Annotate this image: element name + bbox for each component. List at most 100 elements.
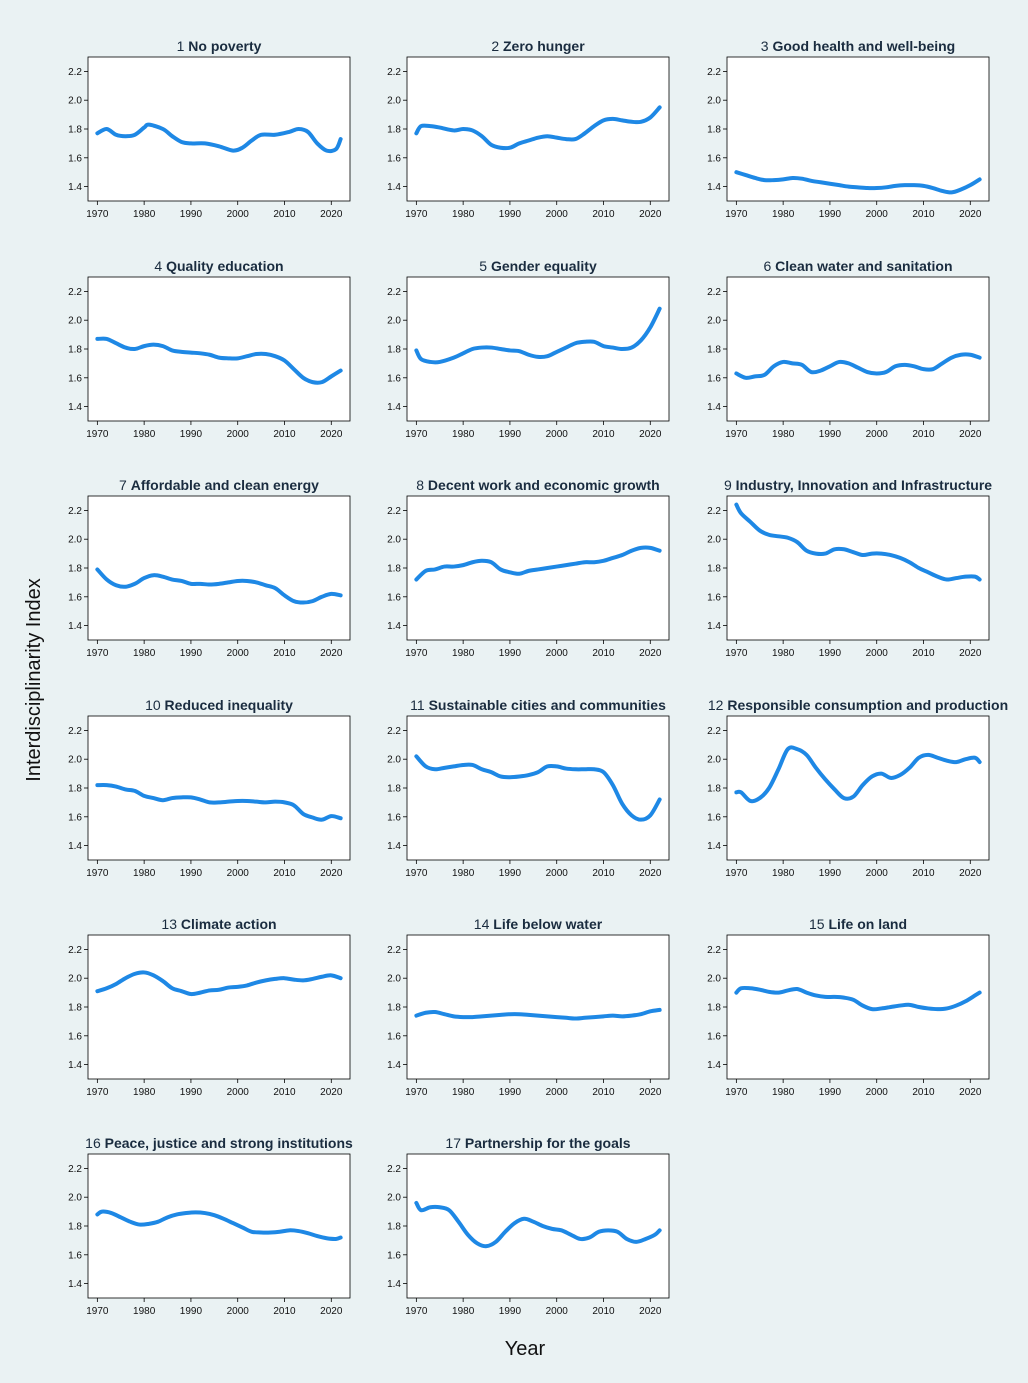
panel-13: 13 Climate action 1.4 1.6 1.8 2.0 2.2 1970 1980… bbox=[68, 916, 351, 1098]
y-tick-label: 1.6 bbox=[707, 592, 721, 603]
x-tick-label: 1990 bbox=[499, 1306, 522, 1317]
figure-y-axis-label: Interdisciplinarity Index bbox=[23, 578, 45, 781]
x-tick-label: 1970 bbox=[405, 648, 428, 659]
x-tick-label: 1970 bbox=[86, 1087, 109, 1098]
y-tick-label: 1.4 bbox=[707, 402, 721, 413]
x-tick-label: 1970 bbox=[405, 429, 428, 440]
panel-title: 16 Peace, justice and strong institution… bbox=[85, 1135, 353, 1151]
x-tick-label: 1970 bbox=[725, 648, 748, 659]
series-line bbox=[95, 336, 343, 385]
panel-title: 4 Quality education bbox=[154, 258, 283, 274]
y-tick-label: 2.2 bbox=[68, 726, 82, 737]
x-tick-label: 2010 bbox=[273, 868, 296, 879]
x-tick-label: 2000 bbox=[546, 868, 569, 879]
x-tick-label: 1980 bbox=[133, 209, 156, 220]
y-tick-label: 2.0 bbox=[707, 96, 721, 107]
panel-8: 8 Decent work and economic growth 1.4 1.6 1… bbox=[387, 477, 670, 659]
x-tick-label: 1970 bbox=[725, 209, 748, 220]
x-tick-label: 2020 bbox=[639, 209, 662, 220]
panel-title: 13 Climate action bbox=[161, 916, 276, 932]
x-tick-label: 1980 bbox=[452, 429, 475, 440]
panel-7: 7 Affordable and clean energy 1.4 1.6 1.8 2.… bbox=[68, 477, 351, 659]
panel-title: 1 No poverty bbox=[177, 38, 262, 54]
y-tick-label: 2.2 bbox=[68, 1164, 82, 1175]
y-tick-label: 1.8 bbox=[68, 1003, 82, 1014]
panel-title-text: Partnership for the goals bbox=[465, 1135, 631, 1151]
x-tick-label: 1980 bbox=[772, 868, 795, 879]
y-tick-label: 2.2 bbox=[707, 506, 721, 517]
panel-number: 3 bbox=[761, 38, 773, 54]
panel-number: 9 bbox=[724, 477, 736, 493]
panel-title: 9 Industry, Innovation and Infrastructur… bbox=[724, 477, 992, 493]
x-tick-label: 2010 bbox=[912, 429, 935, 440]
plot-area bbox=[406, 715, 670, 861]
y-tick-label: 1.4 bbox=[68, 841, 82, 852]
x-tick-label: 1990 bbox=[180, 868, 203, 879]
x-tick-label: 2010 bbox=[273, 1087, 296, 1098]
y-tick-label: 2.2 bbox=[387, 67, 401, 78]
y-tick-label: 1.4 bbox=[387, 1060, 401, 1071]
panel-number: 2 bbox=[491, 38, 503, 54]
x-tick-label: 2000 bbox=[546, 648, 569, 659]
y-tick-label: 2.2 bbox=[68, 945, 82, 956]
panel-title: 14 Life below water bbox=[474, 916, 603, 932]
x-tick-label: 2000 bbox=[227, 868, 250, 879]
y-tick-label: 1.6 bbox=[707, 1031, 721, 1042]
series-line bbox=[95, 122, 343, 154]
x-tick-label: 2010 bbox=[912, 1087, 935, 1098]
x-tick-label: 2000 bbox=[227, 648, 250, 659]
panel-title-text: Climate action bbox=[181, 916, 277, 932]
plot-area bbox=[87, 1153, 351, 1299]
x-tick-label: 2000 bbox=[866, 868, 889, 879]
x-tick-label: 1980 bbox=[452, 1087, 475, 1098]
x-tick-label: 1980 bbox=[772, 209, 795, 220]
series-line bbox=[734, 745, 982, 804]
y-tick-label: 1.4 bbox=[68, 1060, 82, 1071]
x-tick-label: 1990 bbox=[180, 1087, 203, 1098]
x-tick-label: 1970 bbox=[86, 429, 109, 440]
y-tick-label: 2.2 bbox=[68, 287, 82, 298]
x-tick-label: 1980 bbox=[452, 1306, 475, 1317]
x-tick-label: 1990 bbox=[819, 648, 842, 659]
plot-area bbox=[87, 56, 351, 202]
panel-title-text: Decent work and economic growth bbox=[428, 477, 660, 493]
y-tick-label: 1.4 bbox=[387, 1279, 401, 1290]
y-tick-label: 1.6 bbox=[387, 373, 401, 384]
x-tick-label: 2010 bbox=[273, 648, 296, 659]
x-tick-label: 1990 bbox=[499, 648, 522, 659]
y-tick-label: 1.8 bbox=[707, 784, 721, 795]
x-tick-label: 1980 bbox=[452, 648, 475, 659]
x-tick-label: 2020 bbox=[959, 209, 982, 220]
y-tick-label: 1.6 bbox=[68, 812, 82, 823]
series-line bbox=[95, 567, 343, 605]
y-tick-label: 2.0 bbox=[387, 755, 401, 766]
x-tick-label: 2000 bbox=[866, 1087, 889, 1098]
panel-1: 1 No poverty 1.4 1.6 1.8 2.0 2.2 1970 1980 1990 2… bbox=[68, 38, 351, 220]
x-tick-label: 2020 bbox=[639, 648, 662, 659]
x-tick-label: 2000 bbox=[546, 1087, 569, 1098]
y-tick-label: 1.6 bbox=[68, 592, 82, 603]
y-tick-label: 1.4 bbox=[387, 182, 401, 193]
x-tick-label: 2000 bbox=[866, 429, 889, 440]
x-tick-label: 2010 bbox=[592, 209, 615, 220]
series-line bbox=[414, 1007, 662, 1021]
y-tick-label: 1.4 bbox=[387, 402, 401, 413]
y-tick-label: 1.6 bbox=[68, 373, 82, 384]
y-tick-label: 1.4 bbox=[387, 621, 401, 632]
panel-title-text: Peace, justice and strong institutions bbox=[105, 1135, 353, 1151]
plot-area bbox=[87, 715, 351, 861]
y-tick-label: 2.0 bbox=[68, 1193, 82, 1204]
panel-title: 11 Sustainable cities and communities bbox=[410, 697, 666, 713]
y-tick-label: 1.4 bbox=[68, 1279, 82, 1290]
y-tick-label: 2.2 bbox=[707, 726, 721, 737]
y-tick-label: 2.0 bbox=[68, 535, 82, 546]
plot-area bbox=[406, 934, 670, 1080]
panel-6: 6 Clean water and sanitation 1.4 1.6 1.8 2.0… bbox=[707, 258, 990, 440]
x-tick-label: 2020 bbox=[959, 868, 982, 879]
panel-title-text: Reduced inequality bbox=[165, 697, 294, 713]
panel-number: 10 bbox=[145, 697, 164, 713]
x-tick-label: 1980 bbox=[133, 868, 156, 879]
x-tick-label: 1970 bbox=[725, 1087, 748, 1098]
x-tick-label: 2010 bbox=[592, 1087, 615, 1098]
y-tick-label: 2.0 bbox=[707, 974, 721, 985]
